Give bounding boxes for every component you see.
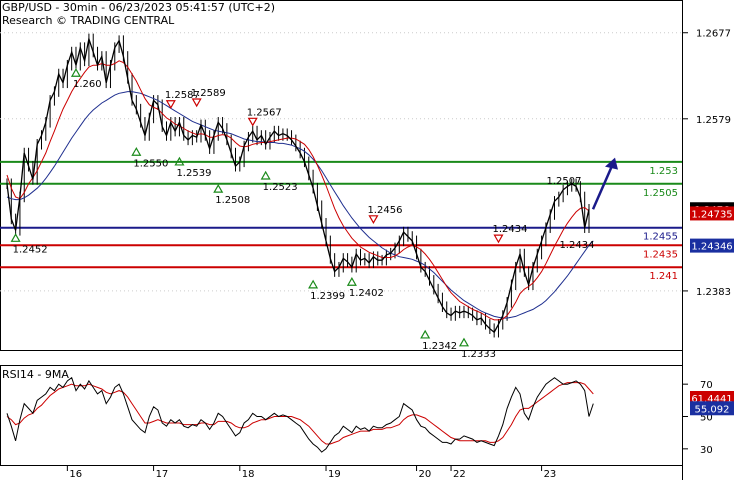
rsi-badge-rsi_badge-text: 55.092 (695, 404, 730, 415)
rsi-badge-rsi_ma_badge-text: 61.4441 (691, 394, 732, 405)
swing-high-marker (247, 117, 258, 127)
swing-high-label: 1.2456 (367, 205, 402, 216)
level-label-res2: 1.253 (649, 166, 678, 177)
swing-low-label: 1.2402 (349, 288, 384, 299)
swing-low-marker (308, 279, 319, 289)
swing-low-label: 1.2539 (176, 168, 211, 179)
x-tick-label: 23 (544, 469, 557, 480)
price-badge-red-bg (690, 206, 734, 221)
level-note-label: 1.2434 (559, 240, 594, 251)
level-label-res1: 1.2505 (643, 188, 678, 199)
price-tick-label: 1.2579 (696, 115, 731, 126)
swing-low-label: 1.2399 (310, 291, 345, 302)
swing-low-marker (260, 170, 271, 180)
rsi-title: RSI14 - 9MA (2, 368, 69, 381)
swing-high-marker (493, 234, 504, 244)
rsi-line (6, 376, 594, 453)
swing-high-label: 1.2587 (165, 90, 200, 101)
price-tick-label: 1.2383 (696, 287, 731, 298)
swing-low-marker (70, 68, 82, 77)
swing-low-marker (458, 337, 470, 347)
swing-low-label: 1.2550 (133, 158, 168, 169)
swing-low-label: 1.2523 (263, 182, 298, 193)
swing-low-marker (10, 233, 21, 242)
swing-low-marker (420, 329, 431, 339)
x-tick-label: 18 (242, 469, 255, 480)
swing-high-marker (165, 100, 176, 109)
swing-low-label: 1.2333 (461, 349, 496, 360)
x-tick-label: 22 (453, 469, 466, 480)
level-label-pivot: 1.2455 (643, 232, 678, 243)
symbol-title: GBP/USD - 30min - 06/23/2023 05:41:57 (U… (2, 1, 275, 14)
swing-high-label: 1.2434 (492, 224, 527, 235)
swing-low-label: 1.2508 (215, 195, 250, 206)
rsi-frame (0, 365, 683, 466)
price-line (6, 36, 590, 334)
rsi-tick-label: 50 (700, 413, 713, 424)
swing-low-label: 1.2452 (13, 244, 48, 255)
swing-low-label: 1.260 (73, 79, 102, 90)
swing-low-label: 1.2342 (422, 341, 457, 352)
price-badge-blue-text: 1.24346 (691, 242, 732, 253)
x-tick-label: 20 (419, 469, 432, 480)
level-label-sup2: 1.241 (649, 271, 678, 282)
ma-slow-line (6, 91, 594, 319)
swing-low-marker (346, 277, 357, 286)
level-label-sup1: 1.2435 (643, 249, 678, 260)
rsi-tick-label: 30 (700, 445, 713, 456)
price-badge-blue-bg (690, 238, 734, 253)
swing-low-marker (213, 183, 224, 193)
x-tick-label: 17 (156, 469, 169, 480)
price-badge-red-text: 1.24735 (691, 209, 732, 220)
rsi-tick-label: 70 (700, 380, 713, 391)
swing-low-marker (174, 156, 185, 166)
swing-high-label: 1.2567 (247, 107, 282, 118)
source-line: Research © TRADING CENTRAL (2, 14, 175, 27)
ma-fast-line (6, 60, 590, 321)
swing-high-marker (368, 215, 379, 225)
level-note-label: 1.2507 (547, 176, 582, 187)
x-axis: 16 17 18 19 20 22 23 (66, 465, 557, 480)
swing-low-marker (131, 147, 142, 156)
x-tick-label: 19 (328, 469, 341, 480)
x-tick-label: 16 (69, 469, 82, 480)
rsi-badge-rsi_badge-bg (690, 401, 734, 416)
swing-high-label: 1.2589 (191, 88, 226, 99)
forecast-arrowhead (605, 157, 618, 170)
swing-high-marker (191, 98, 202, 108)
price-tick-label: 1.2677 (696, 29, 731, 40)
forecast-arrow (591, 163, 615, 210)
